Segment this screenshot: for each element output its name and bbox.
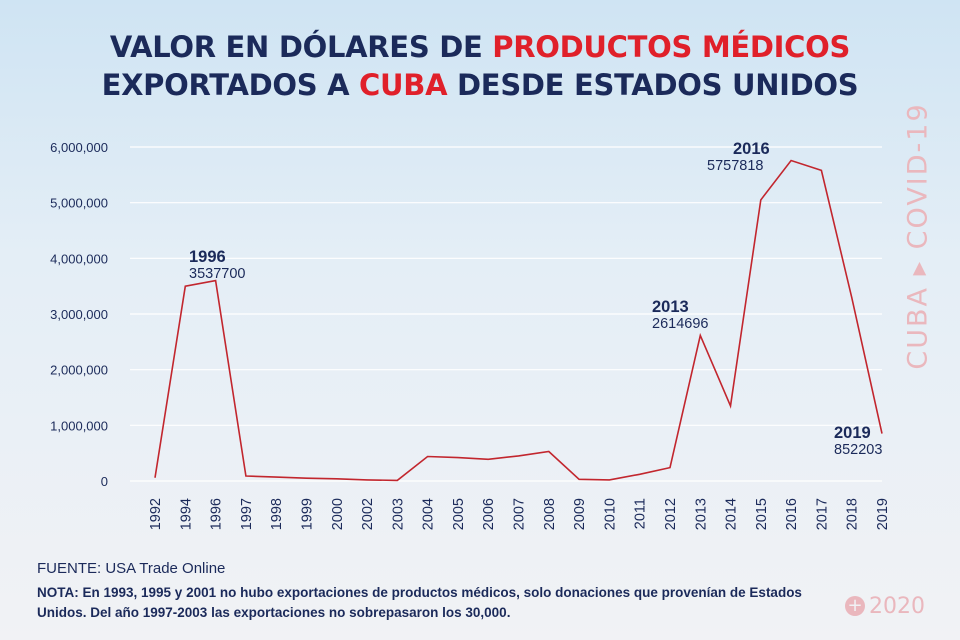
x-tick-label: 2005 <box>451 498 467 530</box>
x-tick-label: 1999 <box>299 498 315 530</box>
badge-year-text: 2020 <box>869 594 925 619</box>
annotation-value: 5757818 <box>707 158 763 174</box>
x-tick-label: 2018 <box>845 498 861 530</box>
y-tick-label: 1,000,000 <box>50 418 108 433</box>
x-tick-label: 2004 <box>421 498 437 530</box>
annotation-year: 1996 <box>189 248 226 266</box>
x-tick-label: 1997 <box>239 498 255 530</box>
title-line-2: EXPORTADOS A CUBA DESDE ESTADOS UNIDOS <box>0 66 960 104</box>
year-badge: +2020 <box>845 594 925 619</box>
x-tick-label: 2013 <box>693 498 709 530</box>
y-tick-label: 3,000,000 <box>50 307 108 322</box>
x-tick-label: 2002 <box>360 498 376 530</box>
side-brand-text: CUBA ▸ COVID-19 <box>902 102 934 370</box>
title-text: DESDE ESTADOS UNIDOS <box>447 68 859 102</box>
x-tick-label: 2016 <box>784 498 800 530</box>
source-text: FUENTE: USA Trade Online <box>37 560 226 577</box>
title-text: VALOR EN DÓLARES DE <box>109 30 493 64</box>
x-tick-label: 2003 <box>390 498 406 530</box>
x-tick-label: 2017 <box>814 498 830 530</box>
title-highlight: CUBA <box>359 68 448 102</box>
annotation-year: 2019 <box>834 424 871 442</box>
y-tick-label: 6,000,000 <box>50 140 108 155</box>
series-line <box>154 159 883 482</box>
annotation-value: 852203 <box>834 442 882 458</box>
x-tick-label: 2009 <box>572 498 588 530</box>
title-text: EXPORTADOS A <box>101 68 360 102</box>
y-tick-label: 2,000,000 <box>50 363 108 378</box>
y-tick-label: 5,000,000 <box>50 196 108 211</box>
side-brand-label: CUBA ▸ COVID-19 <box>898 100 938 372</box>
x-tick-label: 2000 <box>330 498 346 530</box>
x-tick-label: 2019 <box>875 498 891 530</box>
x-tick-label: 1998 <box>269 498 285 530</box>
x-tick-label: 1996 <box>209 498 225 530</box>
plus-circle-icon: + <box>845 596 865 616</box>
annotation-year: 2016 <box>733 140 770 158</box>
y-tick-label: 4,000,000 <box>50 251 108 266</box>
title-line-1: VALOR EN DÓLARES DE PRODUCTOS MÉDICOS <box>0 28 960 66</box>
x-tick-label: 2014 <box>724 498 740 530</box>
x-tick-label: 2010 <box>602 498 618 530</box>
chart-title: VALOR EN DÓLARES DE PRODUCTOS MÉDICOS EX… <box>0 28 960 104</box>
x-tick-label: 1994 <box>178 498 194 530</box>
x-tick-label: 2006 <box>481 498 497 530</box>
x-tick-label: 2008 <box>542 498 558 530</box>
annotation-value: 2614696 <box>652 316 708 332</box>
annotation-year: 2013 <box>652 298 689 316</box>
y-tick-label: 0 <box>101 474 108 489</box>
x-tick-label: 2015 <box>754 498 770 530</box>
x-tick-label: 2011 <box>633 498 649 529</box>
x-tick-label: 2007 <box>512 498 528 530</box>
x-tick-label: 1992 <box>148 498 164 530</box>
title-highlight: PRODUCTOS MÉDICOS <box>492 30 851 64</box>
x-tick-label: 2012 <box>663 498 679 530</box>
annotation-value: 3537700 <box>189 266 245 282</box>
note-text: NOTA: En 1993, 1995 y 2001 no hubo expor… <box>37 585 802 620</box>
